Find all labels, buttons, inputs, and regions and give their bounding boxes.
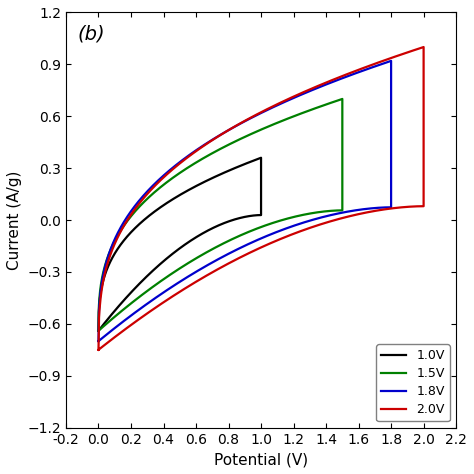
- Line: 1.8V: 1.8V: [99, 61, 391, 341]
- 1.0V: [250, 213, 255, 219]
- 1.8V: [96, 338, 101, 344]
- 1.8V: [173, 162, 179, 168]
- 1.0V: [96, 328, 101, 334]
- 2.0V: [421, 44, 427, 50]
- 1.5V: [178, 170, 183, 175]
- 1.8V: [361, 206, 366, 212]
- X-axis label: Potential (V): Potential (V): [214, 452, 308, 467]
- 1.0V: [96, 328, 101, 334]
- 1.8V: [96, 338, 101, 344]
- 2.0V: [315, 83, 320, 89]
- 1.5V: [339, 96, 345, 102]
- 1.8V: [373, 205, 379, 211]
- 2.0V: [378, 59, 383, 64]
- 1.0V: [139, 219, 145, 225]
- Y-axis label: Current (A/g): Current (A/g): [7, 170, 22, 270]
- 1.5V: [160, 182, 166, 188]
- Line: 1.5V: 1.5V: [99, 99, 342, 331]
- 2.0V: [96, 347, 101, 353]
- 1.0V: [150, 210, 156, 215]
- 1.5V: [96, 328, 101, 334]
- 1.5V: [307, 107, 313, 113]
- 1.8V: [350, 72, 356, 77]
- 1.5V: [96, 328, 101, 334]
- 1.0V: [205, 177, 211, 183]
- 2.0V: [96, 347, 101, 353]
- 1.5V: [260, 126, 266, 132]
- 1.0V: [258, 155, 264, 161]
- Text: (b): (b): [78, 25, 105, 44]
- 2.0V: [182, 156, 188, 162]
- Legend: 1.0V, 1.5V, 1.8V, 2.0V: 1.0V, 1.5V, 1.8V, 2.0V: [376, 345, 450, 421]
- Line: 2.0V: 2.0V: [99, 47, 424, 350]
- 1.8V: [194, 147, 200, 153]
- Line: 1.0V: 1.0V: [99, 158, 261, 331]
- 2.0V: [391, 205, 396, 211]
- 2.0V: [205, 140, 211, 146]
- 1.0V: [237, 163, 243, 169]
- 1.5V: [327, 208, 333, 214]
- 2.0V: [404, 204, 410, 210]
- 1.8V: [293, 94, 299, 100]
- 1.5V: [317, 209, 322, 215]
- 1.0V: [243, 214, 249, 219]
- 1.8V: [388, 58, 394, 64]
